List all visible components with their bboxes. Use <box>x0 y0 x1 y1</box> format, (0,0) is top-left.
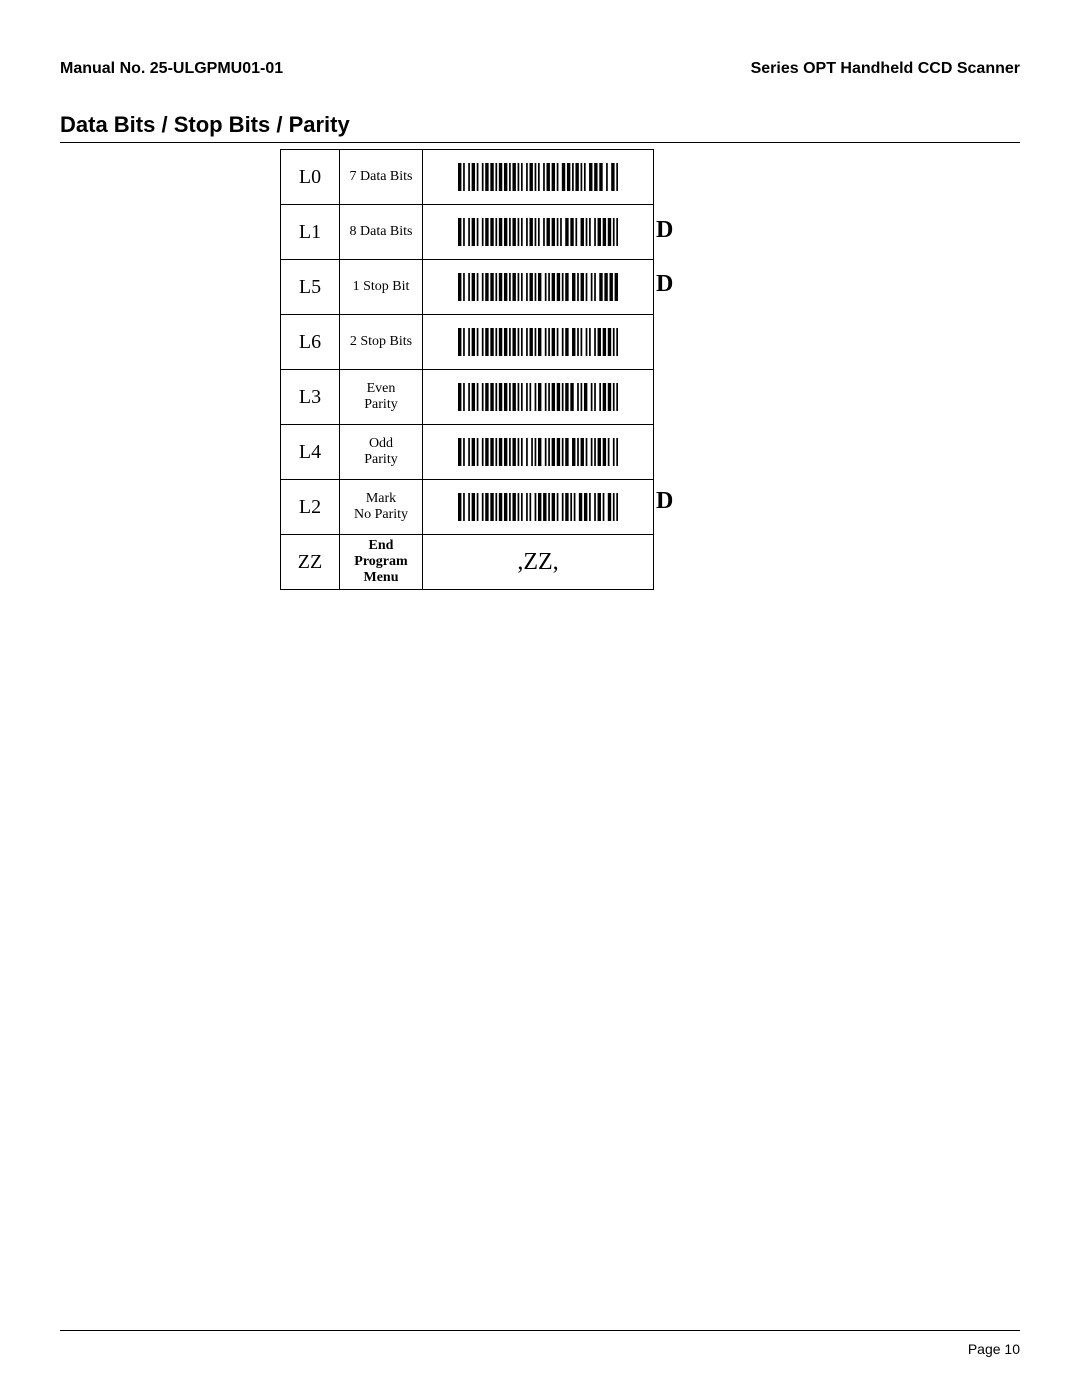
config-table-wrap: L07 Data BitsL18 Data BitsL51 Stop BitL6… <box>280 149 1020 590</box>
barcode-icon <box>458 493 618 521</box>
row-code: ZZ <box>281 535 340 590</box>
default-marker-cell <box>654 528 684 582</box>
table-row: L62 Stop Bits <box>281 315 654 370</box>
table-row: L4OddParity <box>281 425 654 480</box>
table-row: L2MarkNo Parity <box>281 480 654 535</box>
row-barcode-text: ,ZZ, <box>423 535 654 590</box>
row-code: L3 <box>281 370 340 425</box>
config-table-body: L07 Data BitsL18 Data BitsL51 Stop BitL6… <box>281 150 654 590</box>
row-barcode <box>423 425 654 480</box>
row-code: L1 <box>281 205 340 260</box>
default-marker-cell: D <box>654 474 684 528</box>
row-desc: OddParity <box>340 425 423 480</box>
barcode-icon <box>458 273 618 301</box>
table-row: L07 Data Bits <box>281 150 654 205</box>
barcode-icon <box>458 383 618 411</box>
default-marker-cell <box>654 149 684 203</box>
row-desc: MarkNo Parity <box>340 480 423 535</box>
row-desc: 1 Stop Bit <box>340 260 423 315</box>
default-marker-cell: D <box>654 257 684 311</box>
barcode-icon <box>458 438 618 466</box>
default-marker-cell <box>654 366 684 420</box>
config-table: L07 Data BitsL18 Data BitsL51 Stop BitL6… <box>280 149 654 590</box>
footer-page-number: Page 10 <box>968 1341 1020 1357</box>
row-barcode <box>423 480 654 535</box>
row-desc: 8 Data Bits <box>340 205 423 260</box>
row-desc: 2 Stop Bits <box>340 315 423 370</box>
barcode-icon <box>458 328 618 356</box>
row-desc: 7 Data Bits <box>340 150 423 205</box>
row-desc: EndProgramMenu <box>340 535 423 590</box>
barcode-icon <box>458 218 618 246</box>
row-barcode <box>423 315 654 370</box>
row-desc: EvenParity <box>340 370 423 425</box>
page: Manual No. 25-ULGPMU01-01 Series OPT Han… <box>0 0 1080 1397</box>
table-row: ZZEndProgramMenu,ZZ, <box>281 535 654 590</box>
header-left: Manual No. 25-ULGPMU01-01 <box>60 60 283 78</box>
row-barcode <box>423 205 654 260</box>
footer-rule <box>60 1330 1020 1331</box>
row-code: L6 <box>281 315 340 370</box>
row-code: L2 <box>281 480 340 535</box>
page-header: Manual No. 25-ULGPMU01-01 Series OPT Han… <box>60 60 1020 84</box>
default-marker-column: DDD <box>654 149 684 583</box>
row-barcode <box>423 260 654 315</box>
default-marker-cell: D <box>654 203 684 257</box>
row-code: L4 <box>281 425 340 480</box>
table-row: L51 Stop Bit <box>281 260 654 315</box>
default-marker-cell <box>654 420 684 474</box>
header-right: Series OPT Handheld CCD Scanner <box>751 60 1020 78</box>
row-barcode <box>423 150 654 205</box>
default-marker-cell <box>654 312 684 366</box>
table-row: L18 Data Bits <box>281 205 654 260</box>
section-title: Data Bits / Stop Bits / Parity <box>60 112 1020 143</box>
row-barcode <box>423 370 654 425</box>
barcode-icon <box>458 163 618 191</box>
row-code: L0 <box>281 150 340 205</box>
row-code: L5 <box>281 260 340 315</box>
table-row: L3EvenParity <box>281 370 654 425</box>
